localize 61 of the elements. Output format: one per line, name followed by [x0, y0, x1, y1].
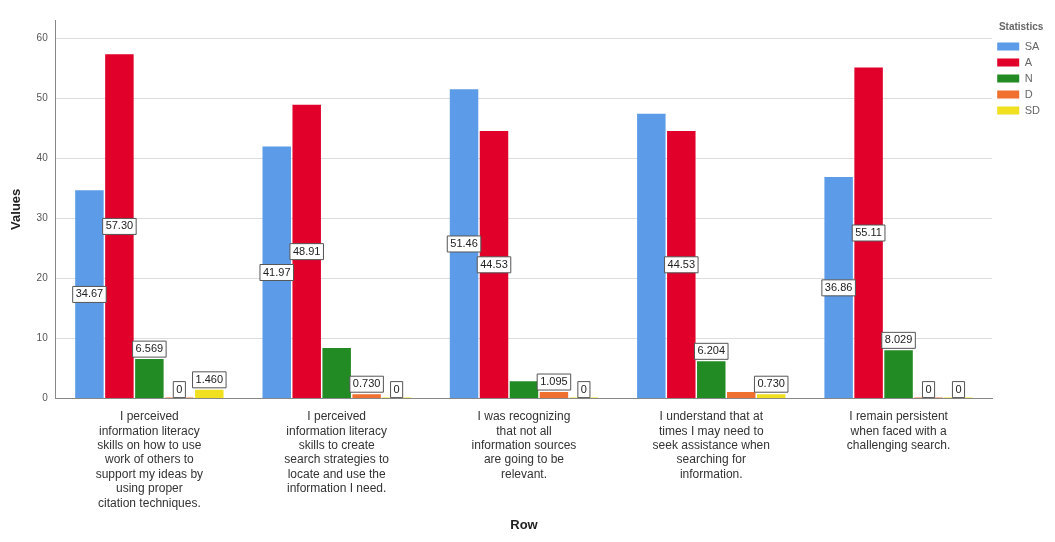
- bar: [105, 54, 134, 399]
- y-tick-label: 20: [36, 272, 49, 284]
- bar: [292, 104, 321, 399]
- bar: [854, 67, 883, 399]
- data-label: 34.67: [75, 287, 104, 300]
- data-label: 8.029: [884, 333, 913, 346]
- data-label: 6.569: [135, 342, 164, 355]
- x-axis-title: Row: [510, 516, 539, 532]
- data-label: 0: [176, 382, 183, 395]
- legend-title: Statistics: [998, 20, 1044, 32]
- data-label: 0: [393, 382, 400, 395]
- bar: [756, 394, 786, 399]
- bar: [352, 394, 381, 399]
- bar: [135, 359, 164, 399]
- data-label: 1.095: [540, 375, 568, 388]
- bar: [884, 350, 913, 399]
- legend-label: A: [1024, 55, 1033, 68]
- x-tick-label: I understand that at times I may need to seek assistance when searching for information.: [652, 409, 770, 481]
- data-label: 57.30: [105, 219, 134, 232]
- bar: [824, 177, 853, 399]
- legend-label: SA: [1024, 39, 1041, 52]
- y-tick-label: 10: [36, 332, 49, 344]
- bar: [539, 392, 569, 399]
- data-label: 6.204: [697, 344, 726, 357]
- data-label: 51.46: [450, 237, 478, 250]
- legend-label: D: [1024, 87, 1033, 100]
- data-label: 41.97: [262, 265, 291, 278]
- bar: [727, 391, 756, 399]
- bar: [262, 146, 291, 399]
- bar: [667, 131, 696, 399]
- bar: [697, 361, 726, 399]
- x-tick-label: I was recognizing that not all information sources are going to be relevant.: [471, 409, 577, 481]
- data-label: 36.86: [824, 280, 853, 293]
- data-label: 44.53: [480, 257, 508, 270]
- y-tick-label: 0: [42, 392, 49, 404]
- data-label: 0.730: [757, 377, 785, 390]
- y-tick-label: 30: [36, 212, 49, 224]
- x-tick-label: I perceived information literacy skills on how to use work of others to support my ideas by using proper citation techniques.: [95, 409, 204, 510]
- y-tick-label: 60: [36, 31, 49, 43]
- data-label: 44.53: [667, 257, 696, 270]
- data-label: 0.730: [352, 377, 381, 390]
- bar: [509, 381, 539, 399]
- y-axis-title: Values: [8, 188, 24, 230]
- y-tick-label: 50: [36, 91, 49, 103]
- bar: [449, 89, 479, 399]
- data-label: 0: [925, 382, 932, 395]
- data-label: 1.460: [195, 372, 224, 385]
- bar: [479, 131, 509, 399]
- data-label: 48.91: [292, 244, 321, 257]
- legend-label: SD: [1024, 103, 1041, 116]
- data-label: 0: [955, 382, 962, 395]
- legend-label: N: [1024, 71, 1033, 84]
- bar: [75, 190, 104, 399]
- y-tick-label: 40: [36, 151, 49, 163]
- bar: [637, 113, 666, 399]
- data-label: 55.11: [855, 226, 882, 239]
- bar: [322, 348, 351, 399]
- x-tick-label: I perceived information literacy skills to create search strategies to locate and use the information I need.: [284, 409, 390, 496]
- data-label: 0: [580, 382, 587, 395]
- x-tick-label: I remain persistent when faced with a challenging search.: [846, 409, 951, 452]
- bar: [195, 389, 224, 399]
